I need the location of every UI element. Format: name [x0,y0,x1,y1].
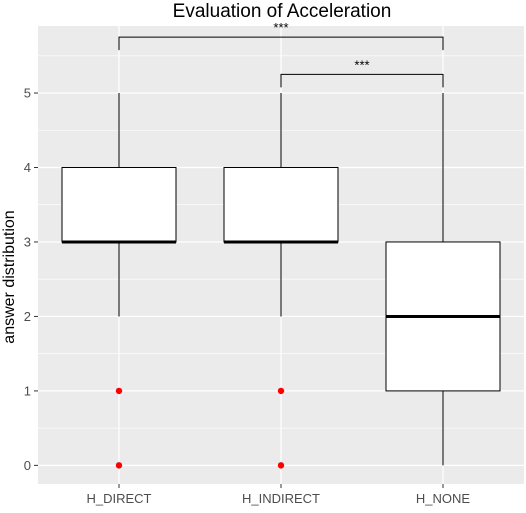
y-tick-label: 2 [24,309,31,324]
significance-brackets: *** *** [118,20,444,88]
outlier-point [115,387,123,395]
significance-bracket [280,73,444,88]
x-tick-label: H_INDIRECT [242,491,320,506]
significance-label: *** [354,57,369,72]
outlier-point [277,462,285,469]
outlier-point [277,387,285,395]
outlier-points [115,387,285,469]
y-tick-label: 3 [24,234,31,249]
boxes [61,166,501,392]
box-h_direct [61,166,177,243]
y-axis: 0 1 2 3 4 5 [24,86,38,473]
y-tick-label: 4 [24,160,31,175]
whiskers [118,93,444,466]
significance-bracket [118,36,444,51]
chart-title: Evaluation of Acceleration [173,1,392,22]
x-tick-label: H_NONE [416,491,471,506]
y-tick-label: 1 [24,383,31,398]
y-tick-label: 0 [24,458,31,473]
x-axis: H_DIRECT H_INDIRECT H_NONE [86,484,470,506]
y-axis-label: answer distribution [1,210,18,343]
y-tick-label: 5 [24,86,31,101]
outlier-point [115,462,123,469]
x-tick-label: H_DIRECT [86,491,151,506]
significance-label: *** [273,20,288,35]
box-h_indirect [223,166,339,243]
